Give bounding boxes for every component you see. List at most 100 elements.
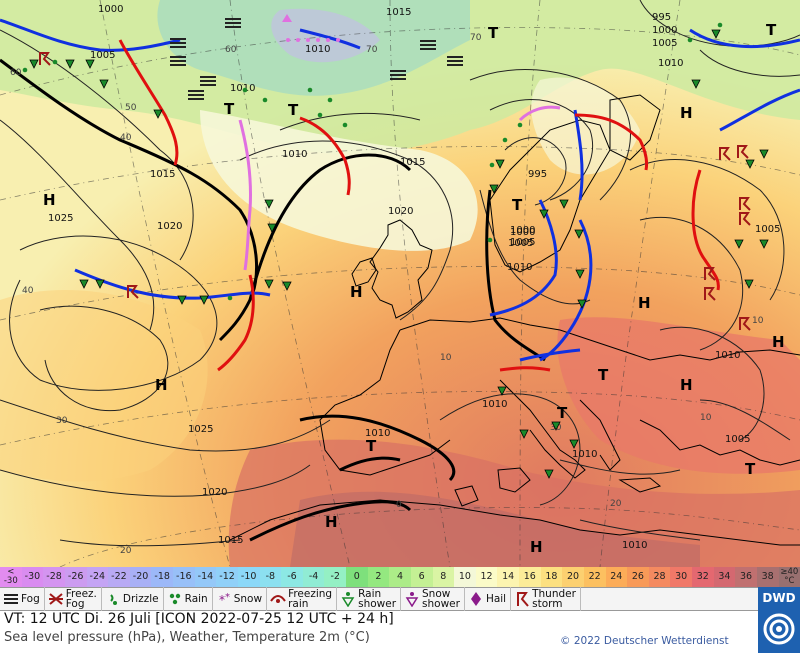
legend-label: Thunder storm <box>532 588 576 610</box>
scale-step: 30 <box>670 567 692 587</box>
scale-step: 26 <box>627 567 649 587</box>
temperature-label: 70 <box>366 45 378 55</box>
pressure-label: 1010 <box>715 350 740 361</box>
scale-step: 20 <box>562 567 584 587</box>
temperature-label: 70 <box>470 33 482 43</box>
scale-step: 8 <box>432 567 455 587</box>
snow-icon: * * <box>219 592 230 607</box>
pressure-label: 995 <box>528 169 547 180</box>
pressure-label: 1000 <box>510 227 535 238</box>
scale-step: -6 <box>281 567 303 587</box>
scale-step: 38 <box>756 567 779 587</box>
scale-step: 2 <box>367 567 390 587</box>
scale-step: 6 <box>410 567 433 587</box>
fog-icon <box>4 594 18 604</box>
legend-item-hail: Hail <box>465 587 512 611</box>
legend-item-snow: * * Snow <box>213 587 268 611</box>
scale-step: -14 <box>194 567 217 587</box>
pressure-label: 1025 <box>48 213 73 224</box>
pressure-label: 1015 <box>400 157 425 168</box>
pressure-label: 1025 <box>188 424 213 435</box>
scale-step: -4 <box>302 567 325 587</box>
pressure-centers: H H H H H H H H H T T T T T T T T T <box>43 21 785 556</box>
high-center: H <box>325 513 338 531</box>
scale-step: -20 <box>129 567 152 587</box>
freezing-rain-icon <box>270 595 286 603</box>
svg-text:*: * <box>219 593 225 607</box>
legend-item-fog: Fog <box>0 587 45 611</box>
rain-icon <box>169 593 180 605</box>
pressure-label: 1005 <box>755 224 780 235</box>
swirl-icon <box>763 613 795 645</box>
scale-step: ≥40 °C <box>778 567 800 587</box>
pressure-label: 1005 <box>508 238 533 249</box>
pressure-label: 1005 <box>725 434 750 445</box>
temperature-label: 0 <box>396 500 402 510</box>
temperature-label: 40 <box>120 133 132 143</box>
weather-legend: Fog Freez. Fog Drizzle Rain * * Snow Freezing r… <box>0 587 758 611</box>
product-description: Sea level pressure (hPa), Weather, Tempe… <box>4 630 370 645</box>
scale-step: 36 <box>735 567 757 587</box>
high-center: H <box>638 294 651 312</box>
pressure-label: 1000 <box>652 25 677 36</box>
legend-item-rain-shower: Rain shower <box>337 587 402 611</box>
pressure-label: 1000 <box>510 225 535 236</box>
weather-map: 1000 1005 995 1000 1005 1010 1015 1010 1… <box>0 0 800 567</box>
scale-step: 18 <box>540 567 563 587</box>
pressure-label: 1010 <box>572 449 597 460</box>
scale-step: -12 <box>216 567 238 587</box>
pressure-labels: 1000 1005 995 1000 1005 1010 1015 1010 1… <box>48 4 780 551</box>
scale-step: -18 <box>151 567 173 587</box>
weather-symbols <box>22 14 769 479</box>
scale-step: 32 <box>692 567 714 587</box>
pressure-label: 1020 <box>157 221 182 232</box>
legend-label: Drizzle <box>122 593 159 605</box>
temperature-label: 20 <box>120 546 132 556</box>
pressure-label: 1005 <box>652 38 677 49</box>
pressure-label: 1015 <box>218 535 243 546</box>
scale-step: 22 <box>583 567 606 587</box>
temperature-field <box>0 0 800 567</box>
legend-label: Hail <box>485 593 507 605</box>
temperature-scale: < -30 -30 -28 -26 -24 -22 -20 -18 -16 -14 -12 -10 -8… <box>0 567 800 587</box>
rain-shower-icon <box>341 592 355 607</box>
legend-label: Fog <box>21 593 40 605</box>
scale-step: -22 <box>108 567 130 587</box>
warm-fronts <box>118 39 720 372</box>
high-center: H <box>530 538 543 556</box>
legend-item-freezing-rain: Freezing rain <box>267 587 338 611</box>
scale-step: -16 <box>173 567 195 587</box>
scale-step: -24 <box>86 567 109 587</box>
legend-label: Rain shower <box>358 588 397 610</box>
low-center: T <box>745 460 756 478</box>
pressure-label: 1020 <box>202 487 227 498</box>
low-center: T <box>557 404 568 422</box>
legend-item-freezing-fog: Freez. Fog <box>45 587 102 611</box>
scale-step: -10 <box>237 567 260 587</box>
legend-item-rain: Rain <box>164 587 213 611</box>
low-center: T <box>488 24 499 42</box>
scale-step: -2 <box>324 567 346 587</box>
low-center: T <box>598 366 609 384</box>
pressure-label: 1015 <box>386 7 411 18</box>
cold-fronts <box>0 18 800 362</box>
high-center: H <box>43 191 56 209</box>
temperature-label: 30 <box>56 416 68 426</box>
low-center: T <box>288 101 299 119</box>
scale-step: -30 <box>21 567 44 587</box>
scale-step: 24 <box>605 567 628 587</box>
pressure-label: 1020 <box>388 206 413 217</box>
freezing-fog-icon <box>48 593 63 605</box>
occluded-fronts <box>238 105 561 271</box>
legend-label: Freezing rain <box>288 588 333 610</box>
logo-text: DWD <box>762 591 796 605</box>
pressure-label: 1010 <box>482 399 507 410</box>
pressure-label: 1015 <box>150 169 175 180</box>
temperature-label: 10 <box>700 413 712 423</box>
legend-label: Snow shower <box>422 588 460 610</box>
temperature-labels: 60 70 50 40 30 20 0 10 20 30 40 60 70 10… <box>10 33 764 556</box>
pressure-label: 1010 <box>230 83 255 94</box>
low-center: T <box>766 21 777 39</box>
scale-step: 0 <box>346 567 368 587</box>
pressure-label: 1010 <box>658 58 683 69</box>
